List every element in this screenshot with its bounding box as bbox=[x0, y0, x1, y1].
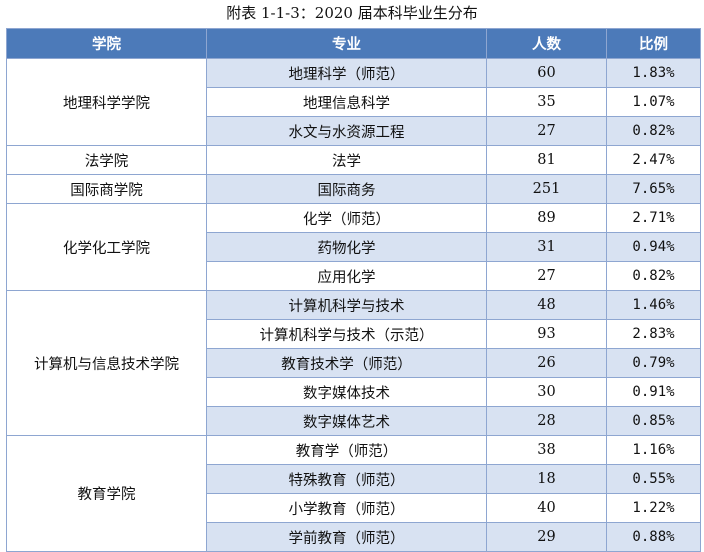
count-cell: 31 bbox=[486, 232, 607, 262]
count-cell: 93 bbox=[486, 319, 607, 349]
major-cell: 应用化学 bbox=[206, 261, 487, 291]
ratio-cell: 0.91% bbox=[606, 377, 701, 407]
major-cell: 计算机科学与技术 bbox=[206, 290, 487, 320]
table-header-row: 学院 专业 人数 比例 bbox=[6, 28, 701, 59]
major-cell: 数字媒体技术 bbox=[206, 377, 487, 407]
table-row: 国际商学院 国际商务 251 7.65% bbox=[6, 174, 701, 204]
ratio-cell: 0.79% bbox=[606, 348, 701, 378]
college-cell: 地理科学学院 bbox=[6, 58, 207, 146]
header-count: 人数 bbox=[486, 28, 607, 59]
table-row: 地理信息科学 35 1.07% bbox=[7, 87, 701, 117]
table-row: 数字媒体技术 30 0.91% bbox=[7, 377, 701, 407]
header-major: 专业 bbox=[206, 28, 487, 59]
college-cell: 化学化工学院 bbox=[6, 203, 207, 291]
major-cell: 地理信息科学 bbox=[206, 87, 487, 117]
major-cell: 水文与水资源工程 bbox=[206, 116, 487, 146]
ratio-cell: 0.82% bbox=[606, 116, 701, 146]
ratio-cell: 0.88% bbox=[606, 522, 701, 552]
table-row: 药物化学 31 0.94% bbox=[7, 232, 701, 262]
table-row: 法学院 法学 81 2.47% bbox=[6, 145, 701, 175]
major-cell: 教育技术学（师范） bbox=[206, 348, 487, 378]
count-cell: 40 bbox=[486, 493, 607, 523]
ratio-cell: 2.47% bbox=[606, 145, 701, 175]
major-cell: 学前教育（师范） bbox=[206, 522, 487, 552]
ratio-cell: 0.85% bbox=[606, 406, 701, 436]
major-cell: 数字媒体艺术 bbox=[206, 406, 487, 436]
ratio-cell: 0.94% bbox=[606, 232, 701, 262]
count-cell: 60 bbox=[486, 58, 607, 88]
major-cell: 计算机科学与技术（示范） bbox=[206, 319, 487, 349]
ratio-cell: 1.07% bbox=[606, 87, 701, 117]
count-cell: 38 bbox=[486, 435, 607, 465]
table-row: 数字媒体艺术 28 0.85% bbox=[7, 406, 701, 436]
table-body: 地理科学学院 地理科学（师范） 60 1.83% 地理信息科学 35 1.07% 水文与水资源… bbox=[6, 58, 701, 552]
ratio-cell: 2.71% bbox=[606, 203, 701, 233]
ratio-cell: 1.22% bbox=[606, 493, 701, 523]
graduates-distribution-table: 学院 专业 人数 比例 地理科学学院 地理科学（师范） 60 1.83% 地理信息科学 3… bbox=[6, 28, 701, 552]
count-cell: 27 bbox=[486, 261, 607, 291]
table-row: 计算机科学与技术（示范） 93 2.83% bbox=[7, 319, 701, 349]
major-cell: 教育学（师范） bbox=[206, 435, 487, 465]
table-row: 化学化工学院 化学（师范） 89 2.71% bbox=[6, 203, 701, 291]
count-cell: 89 bbox=[486, 203, 607, 233]
count-cell: 26 bbox=[486, 348, 607, 378]
major-cell: 化学（师范） bbox=[206, 203, 487, 233]
college-cell: 教育学院 bbox=[6, 435, 207, 552]
college-cell: 国际商学院 bbox=[6, 174, 207, 204]
count-cell: 28 bbox=[486, 406, 607, 436]
college-cell: 计算机与信息技术学院 bbox=[6, 290, 207, 436]
major-cell: 地理科学（师范） bbox=[206, 58, 487, 88]
count-cell: 35 bbox=[486, 87, 607, 117]
table-row: 教育学院 教育学（师范） 38 1.16% bbox=[6, 435, 701, 552]
ratio-cell: 2.83% bbox=[606, 319, 701, 349]
ratio-cell: 1.46% bbox=[606, 290, 701, 320]
table-row: 学前教育（师范） 29 0.88% bbox=[7, 522, 701, 552]
major-cell: 特殊教育（师范） bbox=[206, 464, 487, 494]
major-cell: 药物化学 bbox=[206, 232, 487, 262]
table-caption: 附表 1-1-3：2020 届本科毕业生分布 bbox=[226, 4, 478, 22]
table-row: 计算机与信息技术学院 计算机科学与技术 48 1.46% bbox=[6, 290, 701, 436]
table-row: 水文与水资源工程 27 0.82% bbox=[7, 116, 701, 146]
table-row: 地理科学学院 地理科学（师范） 60 1.83% bbox=[6, 58, 701, 146]
table-row: 应用化学 27 0.82% bbox=[7, 261, 701, 291]
header-college: 学院 bbox=[6, 28, 207, 59]
count-cell: 29 bbox=[486, 522, 607, 552]
ratio-cell: 7.65% bbox=[606, 174, 701, 204]
major-cell: 法学 bbox=[206, 145, 487, 175]
ratio-cell: 0.55% bbox=[606, 464, 701, 494]
graduates-table-container: 学院 专业 人数 比例 地理科学学院 地理科学（师范） 60 1.83% 地理信息科学 3… bbox=[6, 28, 701, 552]
header-ratio: 比例 bbox=[606, 28, 701, 59]
count-cell: 251 bbox=[486, 174, 607, 204]
count-cell: 48 bbox=[486, 290, 607, 320]
count-cell: 81 bbox=[486, 145, 607, 175]
major-cell: 国际商务 bbox=[206, 174, 487, 204]
count-cell: 18 bbox=[486, 464, 607, 494]
table-row: 特殊教育（师范） 18 0.55% bbox=[7, 464, 701, 494]
count-cell: 27 bbox=[486, 116, 607, 146]
ratio-cell: 0.82% bbox=[606, 261, 701, 291]
ratio-cell: 1.16% bbox=[606, 435, 701, 465]
college-cell: 法学院 bbox=[6, 145, 207, 175]
ratio-cell: 1.83% bbox=[606, 58, 701, 88]
major-cell: 小学教育（师范） bbox=[206, 493, 487, 523]
count-cell: 30 bbox=[486, 377, 607, 407]
